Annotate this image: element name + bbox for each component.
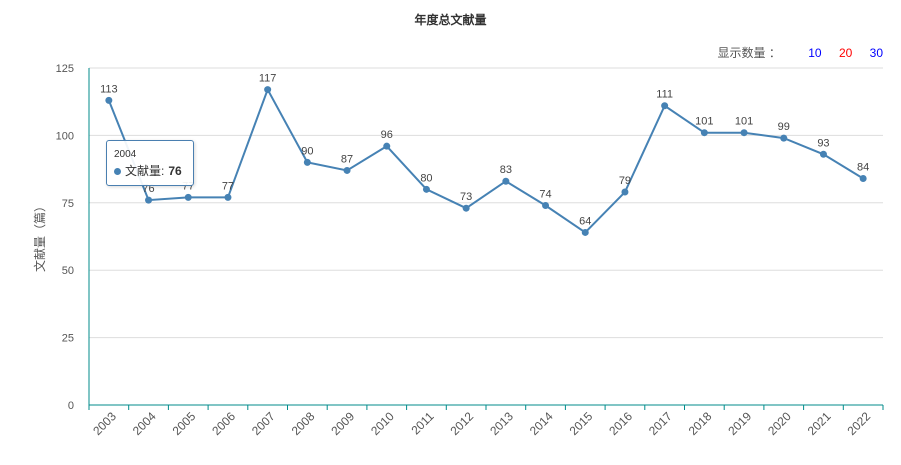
data-label: 87 (341, 153, 353, 165)
data-point (462, 204, 470, 212)
x-tick-label: 2016 (606, 409, 635, 438)
display-count-option-30[interactable]: 30 (869, 46, 883, 60)
data-point (780, 134, 788, 142)
data-label: 74 (539, 188, 551, 200)
data-point (145, 196, 153, 204)
x-tick-label: 2009 (328, 409, 357, 438)
y-tick-label: 100 (56, 130, 74, 142)
data-point (740, 129, 748, 137)
tooltip-row: 文献量: 76 (114, 162, 182, 179)
data-point (264, 86, 272, 94)
data-point (343, 166, 351, 174)
data-point (502, 177, 510, 185)
x-tick-label: 2011 (408, 409, 436, 437)
y-tick-label: 50 (62, 265, 74, 277)
y-tick-label: 0 (68, 400, 74, 412)
data-label: 64 (579, 215, 591, 227)
x-tick-label: 2012 (447, 409, 476, 438)
x-tick-label: 2015 (567, 409, 596, 438)
x-tick-label: 2017 (646, 409, 675, 438)
x-tick-label: 2013 (487, 409, 516, 438)
data-label: 73 (460, 191, 472, 203)
data-label: 76 (142, 183, 154, 195)
tooltip-series-label: 文献量: (125, 164, 165, 178)
data-point (383, 142, 391, 150)
display-count-label: 显示数量 ： (717, 46, 781, 60)
data-label: 80 (420, 172, 432, 184)
data-point (700, 129, 708, 137)
x-tick-label: 2007 (249, 409, 278, 438)
data-label: 79 (619, 175, 631, 187)
data-label: 117 (259, 73, 277, 85)
data-label: 83 (500, 164, 512, 176)
data-label: 77 (222, 180, 234, 192)
y-axis-title: 文献量（篇） (32, 200, 47, 272)
x-tick-label: 2014 (527, 409, 556, 438)
series-line (107, 87, 864, 234)
y-tick-label: 25 (62, 333, 74, 345)
x-tick-label: 2018 (686, 409, 715, 438)
x-tick-label: 2003 (90, 409, 119, 438)
display-count-option-10[interactable]: 10 (808, 46, 822, 60)
data-tooltip: 2004 文献量: 76 (106, 140, 194, 186)
data-point (422, 185, 430, 193)
tooltip-category: 2004 (114, 149, 137, 160)
x-tick-label: 2005 (170, 409, 199, 438)
data-point (621, 188, 629, 196)
x-tick-label: 2010 (368, 409, 397, 438)
x-tick-label: 2020 (765, 409, 794, 438)
chart-title: 年度总文献量 (414, 13, 487, 27)
data-label: 113 (100, 83, 118, 95)
data-label: 111 (656, 89, 673, 101)
data-point (184, 193, 192, 201)
tooltip-series-marker (114, 168, 121, 176)
data-label: 101 (735, 116, 753, 128)
x-tick-label: 2019 (725, 409, 754, 438)
data-label: 99 (778, 121, 790, 133)
data-label: 84 (857, 162, 869, 174)
data-label: 101 (695, 116, 713, 128)
x-tick-label: 2008 (289, 409, 318, 438)
data-point (303, 158, 311, 166)
data-point (859, 175, 867, 183)
data-point (661, 102, 669, 110)
data-label: 93 (817, 137, 829, 149)
data-point (224, 193, 232, 201)
y-tick-label: 75 (62, 198, 74, 210)
display-count-selector: 显示数量 ： 10 20 30 (718, 44, 883, 61)
y-tick-label: 125 (56, 63, 74, 75)
display-count-option-20[interactable]: 20 (838, 46, 853, 60)
x-tick-label: 2022 (844, 409, 873, 438)
data-point (819, 150, 827, 158)
data-point (105, 96, 113, 104)
data-point (542, 201, 550, 209)
data-label: 90 (301, 145, 313, 157)
data-label: 96 (381, 129, 393, 141)
x-tick-label: 2006 (209, 409, 238, 438)
x-tick-label: 2021 (805, 409, 834, 438)
data-point (581, 228, 589, 236)
tooltip-value: 76 (168, 164, 182, 178)
x-tick-label: 2004 (130, 409, 159, 438)
